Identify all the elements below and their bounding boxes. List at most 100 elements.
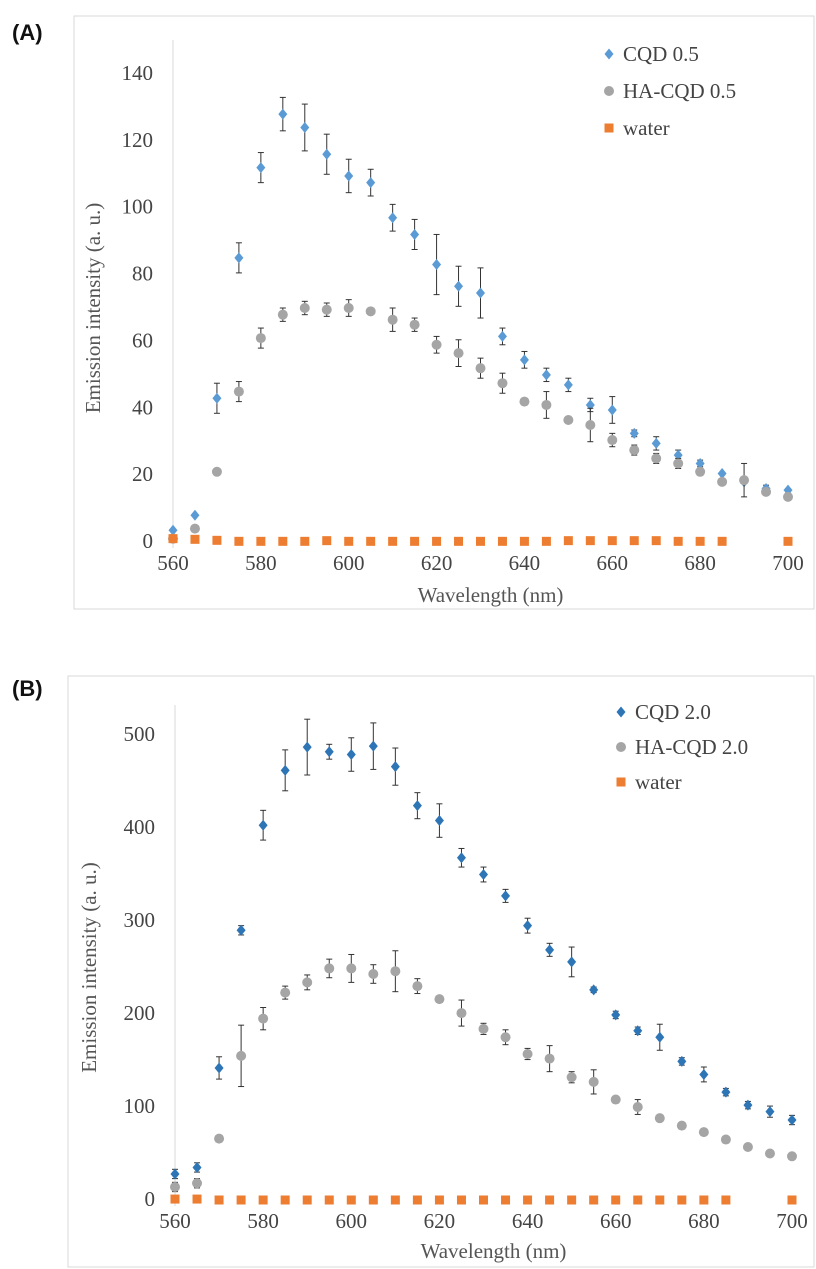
data-point [497, 378, 508, 389]
data-point [454, 280, 464, 292]
chartb-x-tick-label: 640 [512, 1209, 544, 1233]
data-point [519, 396, 530, 407]
data-point [607, 435, 618, 446]
data-point [787, 1114, 797, 1126]
data-point [192, 1161, 202, 1173]
data-point [567, 956, 577, 968]
data-point [277, 309, 288, 320]
data-point [192, 1178, 203, 1189]
charta-x-tick-label: 600 [333, 551, 365, 575]
data-point [190, 509, 200, 521]
data-point [651, 437, 661, 449]
charta-y-tick-label: 140 [122, 61, 154, 85]
chartb-y-tick-label: 200 [124, 1001, 156, 1025]
chartb-legend-marker [616, 742, 626, 752]
charta-y-tick-label: 40 [132, 395, 153, 419]
data-point [611, 1009, 621, 1021]
data-point [500, 1032, 511, 1043]
data-point [698, 1127, 709, 1138]
charta-y-tick-label: 80 [132, 262, 153, 286]
data-point [589, 984, 599, 996]
data-point [699, 1068, 709, 1080]
data-point [168, 534, 178, 544]
data-point [717, 536, 727, 546]
data-point [476, 287, 485, 299]
data-point [456, 1008, 467, 1019]
data-point [677, 1055, 687, 1067]
data-point [346, 749, 356, 761]
charta-legend-marker [604, 86, 614, 96]
data-point [387, 314, 398, 325]
data-point [412, 981, 423, 992]
data-point [632, 1102, 643, 1112]
data-point [476, 536, 485, 546]
data-point [299, 303, 310, 313]
charta-series-cqd-0-5 [168, 96, 793, 536]
charta-x-tick-label: 700 [772, 551, 804, 575]
data-point [236, 924, 246, 936]
chartb-legend-label: water [635, 770, 682, 794]
charta-frame [73, 15, 815, 610]
data-point [388, 212, 398, 224]
data-point [764, 1148, 775, 1159]
data-point [409, 319, 420, 330]
data-point [346, 1195, 356, 1205]
chartb-y-axis-title: Emission intensity (a. u.) [77, 862, 101, 1073]
data-point [390, 761, 400, 773]
chartb-series-cqd-2-0 [170, 718, 797, 1180]
data-point [454, 536, 464, 546]
chartb-x-tick-label: 620 [424, 1209, 456, 1233]
data-point [739, 475, 750, 486]
data-point [610, 1094, 621, 1105]
chartb-x-tick-label: 660 [600, 1209, 632, 1233]
data-point [522, 1048, 533, 1059]
data-point [412, 1195, 422, 1205]
data-point [479, 869, 488, 880]
data-point [501, 1195, 511, 1205]
data-point [170, 1181, 180, 1192]
data-point [366, 177, 376, 189]
data-point [344, 536, 354, 546]
data-point [585, 420, 596, 430]
chartb-x-tick-label: 580 [247, 1209, 279, 1233]
data-point [234, 252, 244, 264]
data-point [673, 458, 684, 469]
data-point [280, 1195, 290, 1205]
chartb-x-tick-label: 700 [776, 1209, 808, 1233]
data-point [410, 228, 420, 240]
charta-y-tick-label: 120 [122, 128, 154, 152]
data-point [743, 1099, 753, 1111]
charta-y-tick-label: 0 [143, 529, 154, 553]
chartb-series-water [170, 1194, 797, 1205]
charta-legend-marker [604, 48, 614, 60]
data-point [324, 746, 334, 758]
data-point [783, 491, 793, 502]
data-point [212, 535, 222, 545]
data-point [300, 121, 310, 133]
data-point [258, 819, 268, 831]
data-point [629, 445, 640, 456]
data-point [545, 944, 555, 956]
data-point [431, 339, 442, 350]
data-point [607, 536, 617, 546]
data-point [214, 1062, 224, 1074]
chart-b-svg: 0 100 200 300 400 500 560 580 600 620 640 660 680 700… [67, 675, 815, 1268]
data-point [256, 536, 266, 546]
chartb-x-axis-title: Wavelength (nm) [421, 1239, 567, 1263]
data-point [412, 800, 422, 812]
chart-panel-a: (A) 0 20 40 60 80 100 120 140 560 580 600 620 640 660… [0, 0, 816, 630]
data-point [787, 1151, 797, 1162]
data-point [677, 1195, 687, 1205]
data-point [783, 536, 793, 546]
data-point [676, 1120, 687, 1131]
data-point [365, 306, 376, 317]
data-point [721, 1086, 731, 1098]
data-point [651, 453, 662, 464]
chartb-frame [67, 675, 815, 1268]
chartb-legend-label: CQD 2.0 [635, 700, 711, 724]
data-point [478, 1023, 489, 1034]
data-point [302, 741, 312, 753]
chartb-y-tick-label: 400 [124, 815, 156, 839]
data-point [388, 536, 398, 546]
data-point [607, 404, 617, 416]
